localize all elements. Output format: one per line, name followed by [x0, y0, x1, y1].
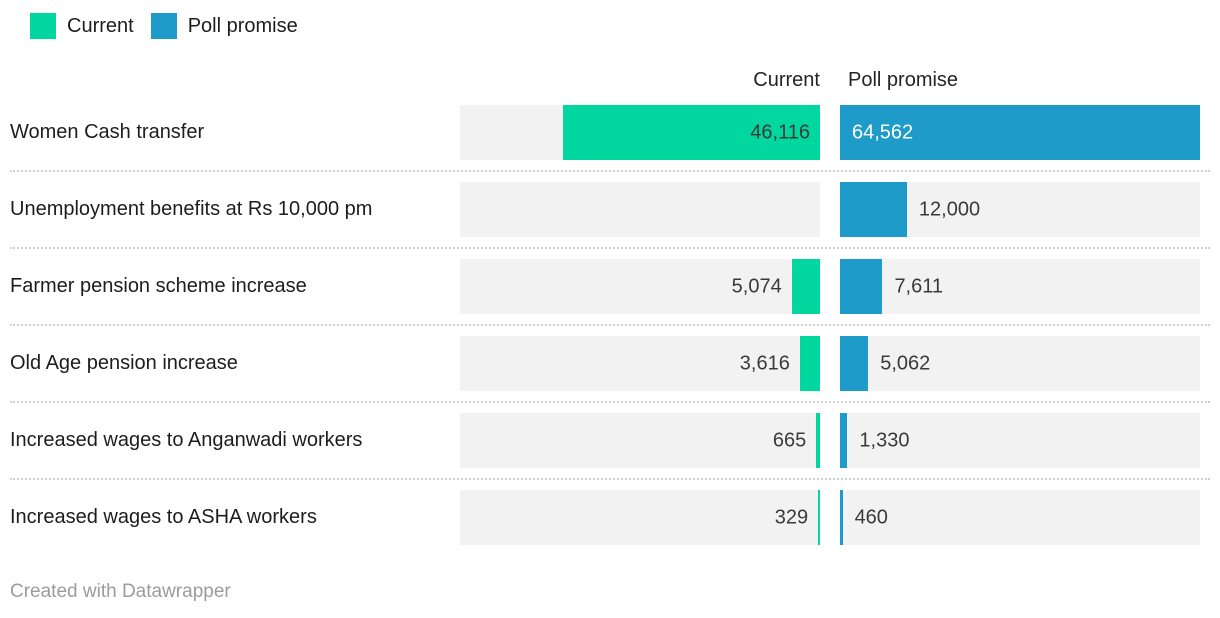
row-label: Old Age pension increase: [10, 352, 238, 374]
current-value-label: 329: [774, 506, 809, 528]
current-bar-track: 329: [460, 490, 820, 545]
chart-row: Unemployment benefits at Rs 10,000 pm 12,…: [0, 182, 1220, 249]
chart-row: Increased wages to Anganwadi workers 665 1…: [0, 413, 1220, 480]
chart-row: Farmer pension scheme increase 5,074 7,611: [0, 259, 1220, 326]
poll-promise-bar: [840, 105, 1200, 160]
current-value-label: 665: [772, 429, 807, 451]
current-bar-track: 5,074: [460, 259, 820, 314]
poll-promise-bar: [840, 336, 869, 391]
legend: Current Poll promise: [30, 13, 298, 39]
poll-promise-bar-track: 1,330: [840, 413, 1200, 468]
poll-promise-value-label: 64,562: [852, 121, 914, 143]
current-bar: [816, 413, 820, 468]
chart-rows: Women Cash transfer 46,116 64,562 Unemploym…: [0, 105, 1220, 567]
column-header-poll-promise: Poll promise: [848, 69, 959, 91]
legend-item-poll-promise: Poll promise: [150, 13, 298, 39]
row-label: Farmer pension scheme increase: [10, 275, 307, 297]
current-bar-track: 46,116: [460, 105, 820, 160]
attribution-text: Created with Datawrapper: [10, 581, 231, 602]
chart-row: Increased wages to ASHA workers 329 460: [0, 490, 1220, 545]
poll-promise-swatch-icon: [150, 13, 177, 39]
poll-promise-bar: [840, 490, 843, 545]
poll-promise-bar: [840, 182, 907, 237]
poll-promise-bar: [840, 413, 848, 468]
current-bar: [818, 490, 820, 545]
poll-promise-bar: [840, 259, 883, 314]
current-swatch-icon: [30, 13, 56, 39]
poll-promise-bar-track: 64,562: [840, 105, 1200, 160]
current-bar: [562, 105, 820, 160]
chart-row: Old Age pension increase 3,616 5,062: [0, 336, 1220, 403]
poll-promise-value-label: 460: [854, 506, 888, 528]
legend-label-poll-promise: Poll promise: [187, 14, 298, 37]
current-bar-track: 665: [460, 413, 820, 468]
current-value-label: 5,074: [731, 275, 782, 297]
poll-promise-value-label: 12,000: [918, 198, 981, 220]
current-bar-track: 3,616: [460, 336, 820, 391]
chart-row: Women Cash transfer 46,116 64,562: [0, 105, 1220, 172]
current-bar-track: [460, 182, 820, 237]
legend-item-current: Current: [30, 13, 134, 39]
poll-promise-value-label: 7,611: [894, 275, 944, 297]
row-label: Women Cash transfer: [10, 121, 205, 143]
poll-promise-bar-track: 5,062: [840, 336, 1200, 391]
row-label: Increased wages to Anganwadi workers: [10, 429, 363, 451]
poll-promise-value-label: 5,062: [880, 352, 931, 374]
column-header-current: Current: [753, 69, 820, 91]
poll-promise-value-label: 1,330: [859, 429, 910, 451]
row-label: Increased wages to ASHA workers: [10, 506, 317, 528]
current-value-label: 3,616: [739, 352, 790, 374]
poll-promise-bar-track: 7,611: [840, 259, 1200, 314]
current-bar: [799, 336, 820, 391]
current-value-label: 46,116: [750, 121, 810, 143]
current-bar: [791, 259, 820, 314]
poll-promise-bar-track: 460: [840, 490, 1200, 545]
row-label: Unemployment benefits at Rs 10,000 pm: [10, 198, 373, 220]
poll-promise-bar-track: 12,000: [840, 182, 1200, 237]
legend-label-current: Current: [67, 14, 134, 37]
